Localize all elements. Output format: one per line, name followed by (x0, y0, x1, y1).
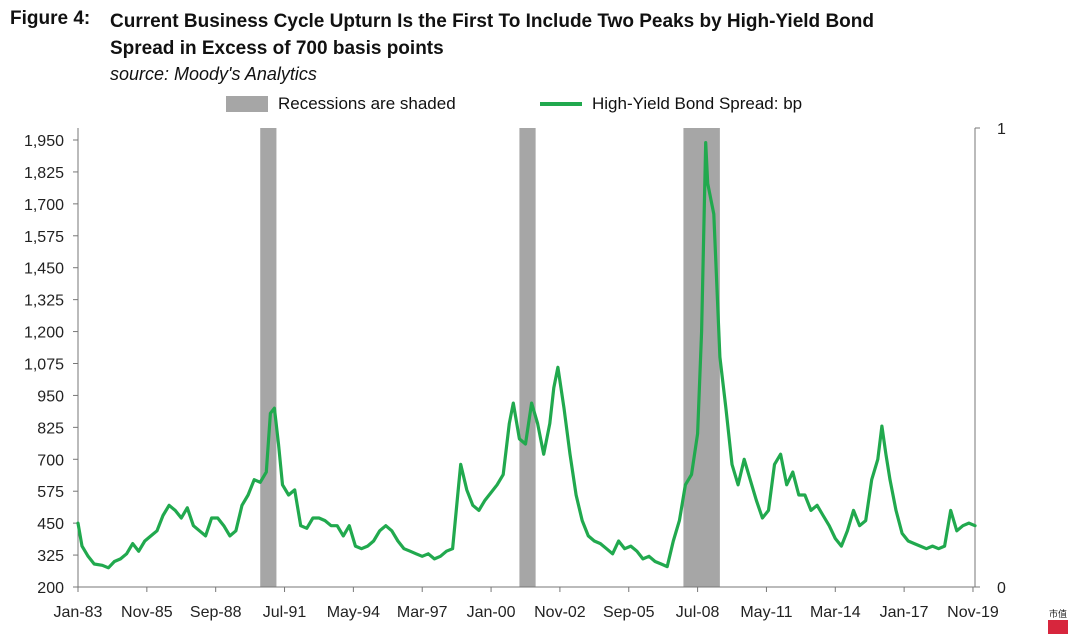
series-layer (76, 141, 977, 570)
y-tick-label: 1,450 (24, 261, 64, 278)
figure-label: Figure 4: (10, 8, 91, 29)
y-tick-label: 450 (37, 516, 64, 533)
y-tick-label: 575 (37, 484, 64, 501)
x-tick-label: Jul-91 (263, 604, 307, 621)
x-tick-label: Mar-97 (397, 604, 448, 621)
figure-title-line1: Current Business Cycle Upturn Is the Fir… (110, 11, 874, 32)
svg-text:市值: 市值 (1049, 608, 1067, 619)
recession-band (260, 128, 277, 587)
y-tick-label: 1,700 (24, 197, 64, 214)
figure-title: Current Business Cycle Upturn Is the Fir… (110, 8, 930, 62)
x-tick-label: May-94 (327, 604, 380, 621)
y-right-tick-label: 1 (997, 121, 1006, 138)
legend-swatch-spread (540, 102, 582, 106)
x-tick-label: Nov-19 (947, 604, 999, 621)
y-tick-label: 1,200 (24, 325, 64, 342)
y-tick-label: 200 (37, 580, 64, 597)
figure-title-line2: Spread in Excess of 700 basis points (110, 38, 444, 59)
y-tick-label: 950 (37, 388, 64, 405)
x-tick-label: Nov-85 (121, 604, 173, 621)
y-tick-label: 1,325 (24, 293, 64, 310)
y-tick-label: 825 (37, 420, 64, 437)
x-tick-label: May-11 (740, 604, 792, 621)
figure-source: source: Moody's Analytics (110, 64, 317, 84)
recession-band (519, 128, 536, 587)
x-tick-label: Mar-14 (810, 604, 861, 621)
x-tick-label: Jul-08 (676, 604, 720, 621)
series-line (76, 141, 977, 570)
y-tick-label: 325 (37, 548, 64, 565)
y-tick-label: 1,825 (24, 165, 64, 182)
x-tick-label: Sep-05 (603, 604, 655, 621)
x-tick-label: Jan-00 (467, 604, 516, 621)
axes: 200 325 450 575 700 825 950 1,075 1,200 1,325 1,45… (24, 121, 1006, 621)
chart-legend: Recessions are shaded High-Yield Bond Sp… (0, 94, 1080, 120)
legend-label-recessions: Recessions are shaded (278, 94, 456, 113)
y-tick-label: 1,075 (24, 357, 64, 374)
watermark-logo: 市值 (1046, 606, 1070, 636)
y-tick-label: 1,950 (24, 133, 64, 150)
x-tick-label: Jan-83 (54, 604, 103, 621)
y-tick-label: 700 (37, 452, 64, 469)
legend-label-spread: High-Yield Bond Spread: bp (592, 94, 803, 113)
legend-swatch-recessions (226, 96, 268, 112)
x-tick-label: Jan-17 (880, 604, 929, 621)
y-right-tick-label: 0 (997, 580, 1006, 597)
x-tick-label: Sep-88 (190, 604, 242, 621)
recession-shading (260, 128, 720, 587)
y-tick-label: 1,575 (24, 229, 64, 246)
x-tick-label: Nov-02 (534, 604, 586, 621)
legend-item-spread: High-Yield Bond Spread: bp (540, 94, 802, 114)
legend-item-recessions: Recessions are shaded (226, 94, 456, 114)
